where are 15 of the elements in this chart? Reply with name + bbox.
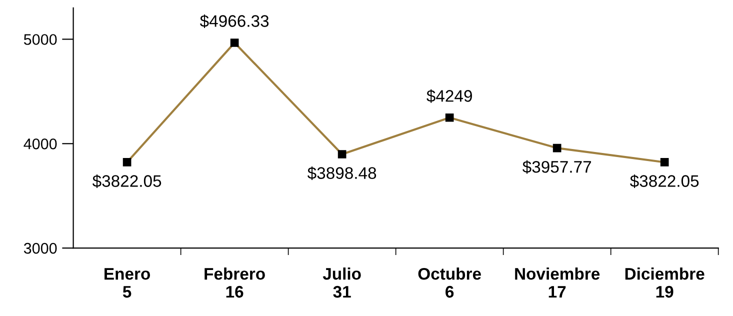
data-label: $3898.48: [307, 166, 376, 180]
x-tick-label: Diciembre 19: [625, 268, 704, 298]
data-label: $4249: [426, 89, 472, 103]
x-tick-label: Enero 5: [104, 268, 150, 298]
y-tick-label: 3000: [24, 242, 57, 254]
y-tick-label: 5000: [24, 34, 57, 45]
x-tick-label: Octubre 6: [418, 268, 481, 298]
y-tick-label: 4000: [24, 138, 57, 150]
data-label: $3822.05: [92, 174, 162, 188]
data-label: $4966.33: [200, 14, 269, 28]
data-label: $3957.77: [522, 160, 592, 174]
x-tick-label: Noviembre 17: [515, 268, 600, 298]
x-tick-label: Julio 31: [322, 268, 361, 298]
data-label: $3822.05: [630, 174, 699, 188]
x-tick-label: Febrero 16: [204, 268, 265, 298]
